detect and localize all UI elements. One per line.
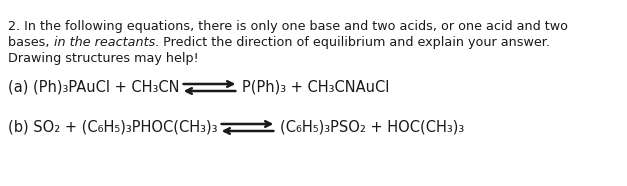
Text: (a) (Ph)₃PAuCl + CH₃CN: (a) (Ph)₃PAuCl + CH₃CN <box>8 80 179 95</box>
Text: (b) SO₂ + (C₆H₅)₃PHOC(CH₃)₃: (b) SO₂ + (C₆H₅)₃PHOC(CH₃)₃ <box>8 120 218 135</box>
Text: 2. In the following equations, there is only one base and two acids, or one acid: 2. In the following equations, there is … <box>8 20 568 33</box>
Text: P(Ph)₃ + CH₃CNAuCl: P(Ph)₃ + CH₃CNAuCl <box>241 80 389 95</box>
Text: (C₆H₅)₃PSO₂ + HOC(CH₃)₃: (C₆H₅)₃PSO₂ + HOC(CH₃)₃ <box>280 120 464 135</box>
Text: Drawing structures may help!: Drawing structures may help! <box>8 52 199 65</box>
Text: . Predict the direction of equilibrium and explain your answer.: . Predict the direction of equilibrium a… <box>155 36 550 49</box>
Text: bases,: bases, <box>8 36 53 49</box>
Text: in the reactants: in the reactants <box>53 36 155 49</box>
